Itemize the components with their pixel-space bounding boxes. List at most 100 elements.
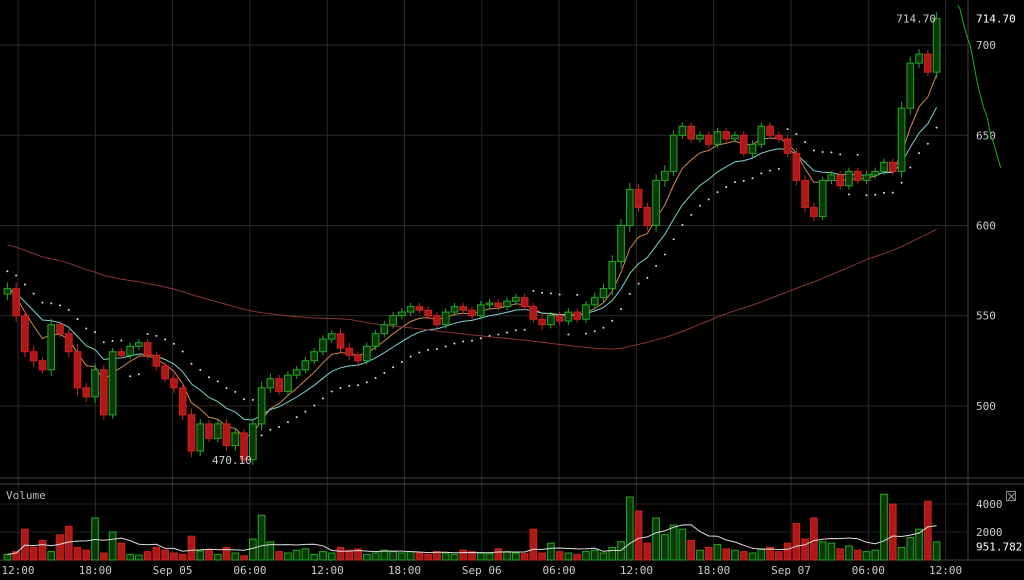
candle-body[interactable]	[932, 18, 941, 73]
volume-bar[interactable]	[888, 503, 897, 561]
volume-bar[interactable]	[897, 546, 906, 561]
candle-body[interactable]	[3, 288, 12, 295]
candle-body[interactable]	[906, 62, 915, 109]
candle-body[interactable]	[143, 342, 152, 356]
candle-body[interactable]	[354, 354, 362, 362]
volume-bar[interactable]	[678, 528, 687, 561]
volume-bar[interactable]	[178, 553, 187, 561]
candle-body[interactable]	[590, 297, 599, 306]
candle-body[interactable]	[468, 309, 476, 317]
volume-bar[interactable]	[836, 548, 845, 561]
volume-bar[interactable]	[389, 551, 397, 561]
candle-body[interactable]	[21, 315, 29, 353]
candle-body[interactable]	[862, 174, 871, 181]
volume-bar[interactable]	[424, 553, 432, 561]
candle-body[interactable]	[345, 347, 354, 356]
candle-body[interactable]	[73, 351, 82, 389]
volume-bar[interactable]	[336, 546, 345, 561]
candle-body[interactable]	[888, 161, 897, 172]
volume-bar[interactable]	[845, 545, 853, 561]
candle-body[interactable]	[450, 306, 459, 313]
candle-body[interactable]	[389, 315, 397, 326]
volume-bar[interactable]	[538, 552, 546, 561]
volume-bar[interactable]	[880, 493, 888, 561]
volume-bar[interactable]	[459, 549, 468, 561]
volume-bar[interactable]	[380, 549, 389, 561]
volume-bar[interactable]	[573, 553, 582, 561]
volume-bar[interactable]	[441, 552, 450, 561]
candle-body[interactable]	[625, 188, 634, 226]
volume-bar[interactable]	[91, 517, 99, 561]
candle-body[interactable]	[704, 134, 713, 145]
candle-body[interactable]	[687, 125, 695, 140]
candle-body[interactable]	[494, 302, 503, 308]
volume-bar[interactable]	[56, 534, 64, 561]
volume-bar[interactable]	[476, 552, 485, 561]
candle-body[interactable]	[748, 143, 757, 154]
volume-bar[interactable]	[21, 528, 29, 561]
candle-body[interactable]	[774, 134, 783, 140]
candle-body[interactable]	[915, 53, 923, 64]
volume-bar[interactable]	[82, 549, 91, 561]
candle-body[interactable]	[582, 304, 590, 320]
candle-body[interactable]	[152, 354, 161, 367]
volume-bar[interactable]	[47, 551, 56, 561]
volume-bar[interactable]	[3, 553, 12, 561]
volume-bar[interactable]	[64, 525, 73, 561]
volume-bar[interactable]	[766, 546, 774, 561]
volume-bar[interactable]	[599, 552, 608, 561]
candle-body[interactable]	[661, 170, 669, 181]
candle-body[interactable]	[713, 131, 722, 145]
candle-body[interactable]	[827, 174, 836, 181]
candle-body[interactable]	[696, 134, 704, 140]
candle-body[interactable]	[196, 423, 205, 452]
candle-body[interactable]	[205, 423, 213, 439]
candle-body[interactable]	[161, 365, 170, 380]
volume-bar[interactable]	[161, 549, 170, 561]
candle-body[interactable]	[178, 387, 187, 416]
volume-bar[interactable]	[871, 549, 880, 561]
volume-bar[interactable]	[275, 551, 283, 561]
volume-bar[interactable]	[450, 553, 459, 561]
candle-body[interactable]	[213, 423, 222, 439]
candle-body[interactable]	[222, 423, 231, 447]
candle-body[interactable]	[757, 125, 766, 145]
candle-body[interactable]	[599, 288, 608, 299]
candle-body[interactable]	[12, 288, 20, 317]
volume-bar[interactable]	[704, 546, 713, 561]
volume-bar[interactable]	[126, 553, 134, 561]
candle-body[interactable]	[56, 324, 64, 335]
candle-body[interactable]	[170, 378, 178, 389]
candle-body[interactable]	[924, 53, 932, 73]
candle-body[interactable]	[47, 324, 56, 371]
volume-bar[interactable]	[818, 541, 827, 561]
candle-body[interactable]	[424, 309, 432, 317]
candle-body[interactable]	[301, 360, 310, 371]
candle-body[interactable]	[310, 351, 319, 362]
volume-bar[interactable]	[748, 552, 757, 561]
volume-bar[interactable]	[757, 548, 766, 561]
candle-body[interactable]	[512, 297, 520, 302]
candle-body[interactable]	[538, 318, 546, 326]
volume-bar[interactable]	[249, 538, 257, 561]
candle-body[interactable]	[555, 315, 564, 322]
candle-body[interactable]	[371, 333, 380, 347]
candle-body[interactable]	[801, 179, 809, 208]
volume-bar[interactable]	[853, 549, 862, 561]
volume-bar[interactable]	[661, 534, 669, 561]
volume-bar[interactable]	[187, 535, 196, 561]
price-candles[interactable]	[3, 12, 941, 465]
candle-body[interactable]	[64, 333, 73, 353]
candle-body[interactable]	[880, 161, 888, 172]
candle-body[interactable]	[82, 387, 91, 398]
candle-body[interactable]	[319, 338, 327, 353]
candle-body[interactable]	[792, 152, 801, 181]
candle-body[interactable]	[731, 134, 739, 140]
volume-bar[interactable]	[643, 542, 652, 561]
volume-bar[interactable]	[906, 537, 915, 561]
volume-bar[interactable]	[345, 549, 354, 561]
candle-body[interactable]	[739, 134, 748, 154]
candle-body[interactable]	[520, 297, 529, 308]
volume-bar[interactable]	[231, 552, 240, 561]
volume-bar[interactable]	[222, 546, 231, 561]
